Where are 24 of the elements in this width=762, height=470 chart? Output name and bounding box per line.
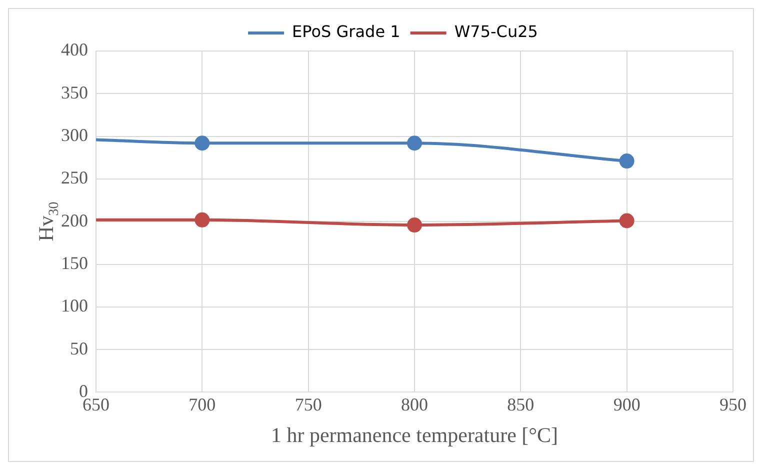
x-tick-label: 800 [401, 394, 428, 415]
x-tick-label: 850 [507, 394, 534, 415]
y-tick-label: 200 [61, 210, 88, 230]
x-tick-label: 750 [294, 394, 322, 415]
x-axis-title: 1 hr permanence temperature [°C] [270, 422, 558, 447]
y-tick-label: 400 [61, 40, 88, 60]
y-tick-label: 150 [61, 252, 88, 273]
legend-label: EPoS Grade 1 [292, 22, 400, 42]
x-tick-label: 700 [188, 394, 216, 415]
point [194, 136, 210, 151]
point [619, 213, 634, 228]
point [194, 212, 210, 228]
x-tick-label: 900 [613, 394, 640, 415]
legend-label: W75-Cu25 [454, 22, 538, 42]
y-tick-label: 350 [61, 82, 88, 102]
point [407, 218, 422, 233]
y-axis-title: Hv30 [34, 202, 62, 242]
point [619, 154, 634, 169]
y-tick-label: 50 [70, 338, 88, 358]
y-tick-label: 250 [61, 168, 88, 188]
point [407, 136, 422, 151]
y-tick-label: 100 [61, 296, 88, 316]
y-tick-label: 300 [61, 125, 88, 146]
x-tick-label: 950 [720, 394, 746, 415]
